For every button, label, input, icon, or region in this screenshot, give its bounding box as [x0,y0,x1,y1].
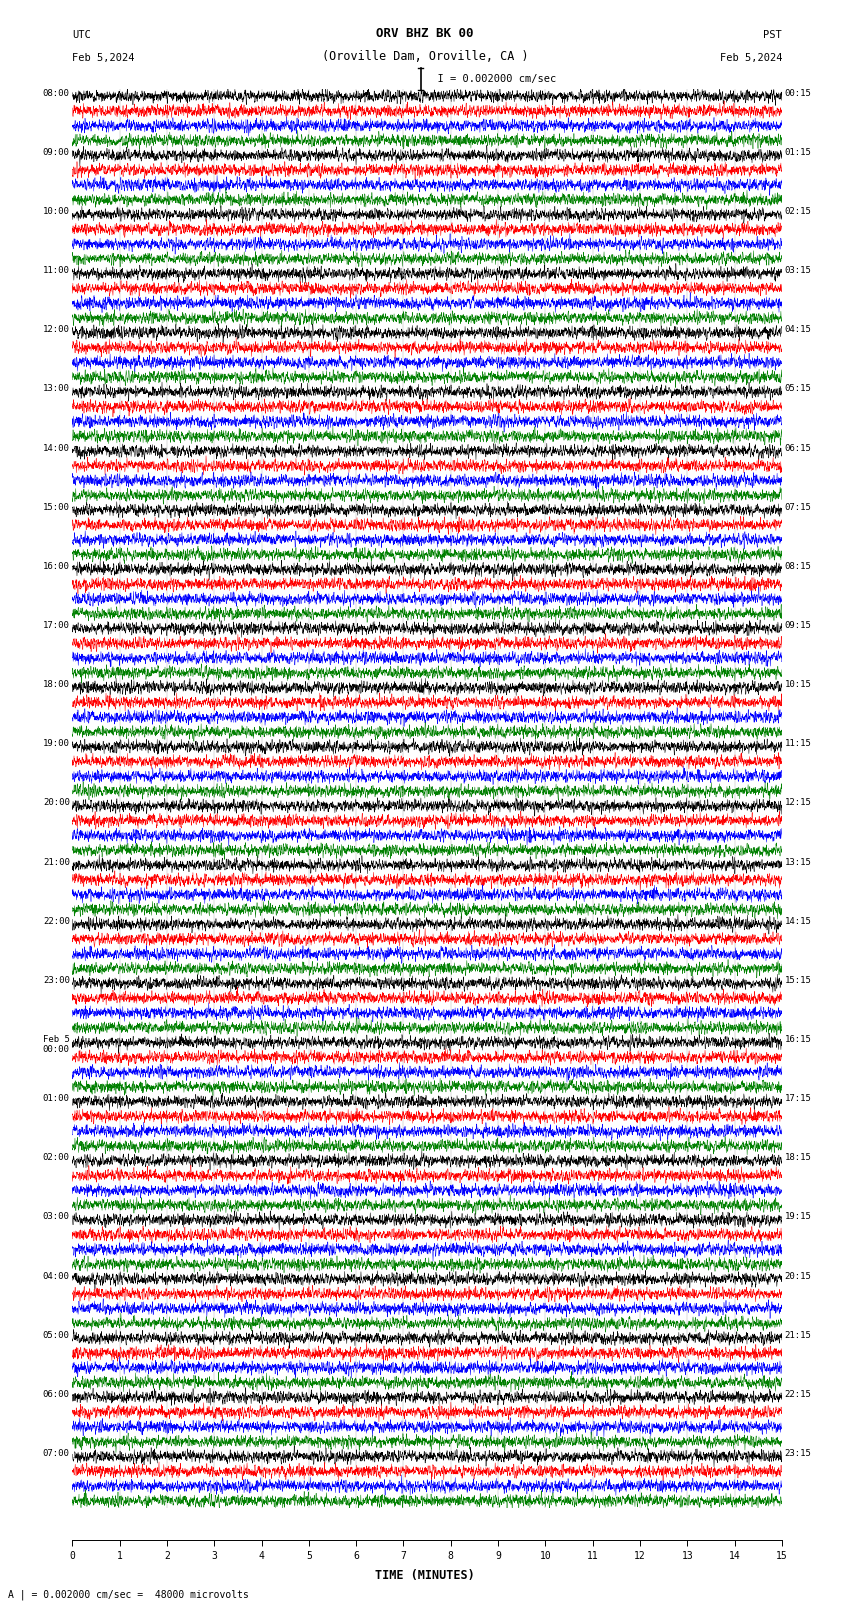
Text: 00:15: 00:15 [785,89,812,98]
Text: 21:00: 21:00 [42,858,70,866]
Text: 19:15: 19:15 [785,1213,812,1221]
Text: (Oroville Dam, Oroville, CA ): (Oroville Dam, Oroville, CA ) [321,50,529,63]
Text: Feb 5,2024: Feb 5,2024 [719,53,782,63]
Text: 17:00: 17:00 [42,621,70,631]
Text: 05:00: 05:00 [42,1331,70,1340]
Text: 20:15: 20:15 [785,1271,812,1281]
Text: 06:00: 06:00 [42,1390,70,1398]
Text: 14:00: 14:00 [42,444,70,453]
Text: 10:00: 10:00 [42,206,70,216]
Text: I = 0.002000 cm/sec: I = 0.002000 cm/sec [425,74,556,84]
Text: 11:00: 11:00 [42,266,70,276]
Text: 08:00: 08:00 [42,89,70,98]
Text: 18:15: 18:15 [785,1153,812,1163]
Text: 12:00: 12:00 [42,326,70,334]
Text: 04:15: 04:15 [785,326,812,334]
Text: 05:15: 05:15 [785,384,812,394]
Text: 22:00: 22:00 [42,916,70,926]
Text: 15:00: 15:00 [42,503,70,511]
Text: A | = 0.002000 cm/sec =  48000 microvolts: A | = 0.002000 cm/sec = 48000 microvolts [8,1589,249,1600]
Text: 04:00: 04:00 [42,1271,70,1281]
Text: 18:00: 18:00 [42,681,70,689]
Text: 17:15: 17:15 [785,1094,812,1103]
Text: UTC: UTC [72,31,91,40]
Text: 02:15: 02:15 [785,206,812,216]
Text: 01:00: 01:00 [42,1094,70,1103]
Text: 02:00: 02:00 [42,1153,70,1163]
Text: 10:15: 10:15 [785,681,812,689]
Text: 01:15: 01:15 [785,148,812,156]
Text: 03:15: 03:15 [785,266,812,276]
Text: 06:15: 06:15 [785,444,812,453]
Text: 13:00: 13:00 [42,384,70,394]
Text: ORV BHZ BK 00: ORV BHZ BK 00 [377,27,473,40]
Text: 15:15: 15:15 [785,976,812,986]
Text: 07:15: 07:15 [785,503,812,511]
Text: 20:00: 20:00 [42,798,70,808]
Text: 23:15: 23:15 [785,1448,812,1458]
Text: PST: PST [763,31,782,40]
Text: 21:15: 21:15 [785,1331,812,1340]
Text: 11:15: 11:15 [785,739,812,748]
Text: 03:00: 03:00 [42,1213,70,1221]
Text: 16:15: 16:15 [785,1036,812,1044]
Text: 12:15: 12:15 [785,798,812,808]
Text: 08:15: 08:15 [785,561,812,571]
Text: 22:15: 22:15 [785,1390,812,1398]
Text: 23:00: 23:00 [42,976,70,986]
Text: 16:00: 16:00 [42,561,70,571]
Text: Feb 5
00:00: Feb 5 00:00 [42,1036,70,1055]
Text: 07:00: 07:00 [42,1448,70,1458]
Text: Feb 5,2024: Feb 5,2024 [72,53,135,63]
Text: 14:15: 14:15 [785,916,812,926]
Text: 09:15: 09:15 [785,621,812,631]
Text: 19:00: 19:00 [42,739,70,748]
Text: TIME (MINUTES): TIME (MINUTES) [375,1569,475,1582]
Text: 13:15: 13:15 [785,858,812,866]
Text: 09:00: 09:00 [42,148,70,156]
